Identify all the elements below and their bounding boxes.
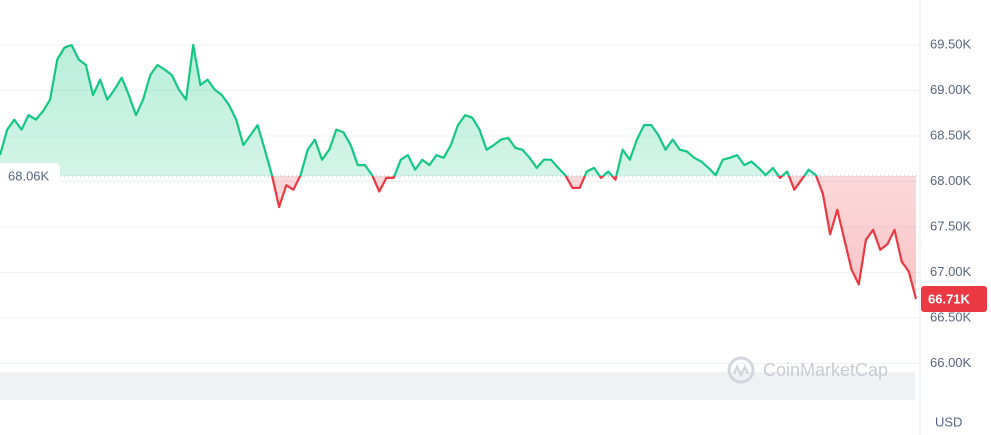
watermark: CoinMarketCap [727,356,888,384]
y-tick-label: 68.00K [930,173,972,188]
y-tick-label: 67.50K [930,218,972,233]
y-tick-label: 69.50K [930,36,972,51]
y-tick-label: 69.00K [930,82,972,97]
last-price-label: 66.71K [928,291,971,306]
volume-area [0,372,915,400]
price-line-up [0,43,818,177]
y-tick-label: 66.50K [930,310,972,325]
last-price-box [921,285,987,312]
area-down [272,176,916,299]
y-tick-label: 68.50K [930,127,972,142]
y-tick-label: 67.00K [930,264,972,279]
watermark-text: CoinMarketCap [763,360,888,380]
baseline-label-box [0,163,60,188]
currency: USD [935,414,962,429]
area-up [0,45,916,177]
y-tick-label: 66.00K [930,355,972,370]
baseline-label: 68.06K [8,168,50,183]
